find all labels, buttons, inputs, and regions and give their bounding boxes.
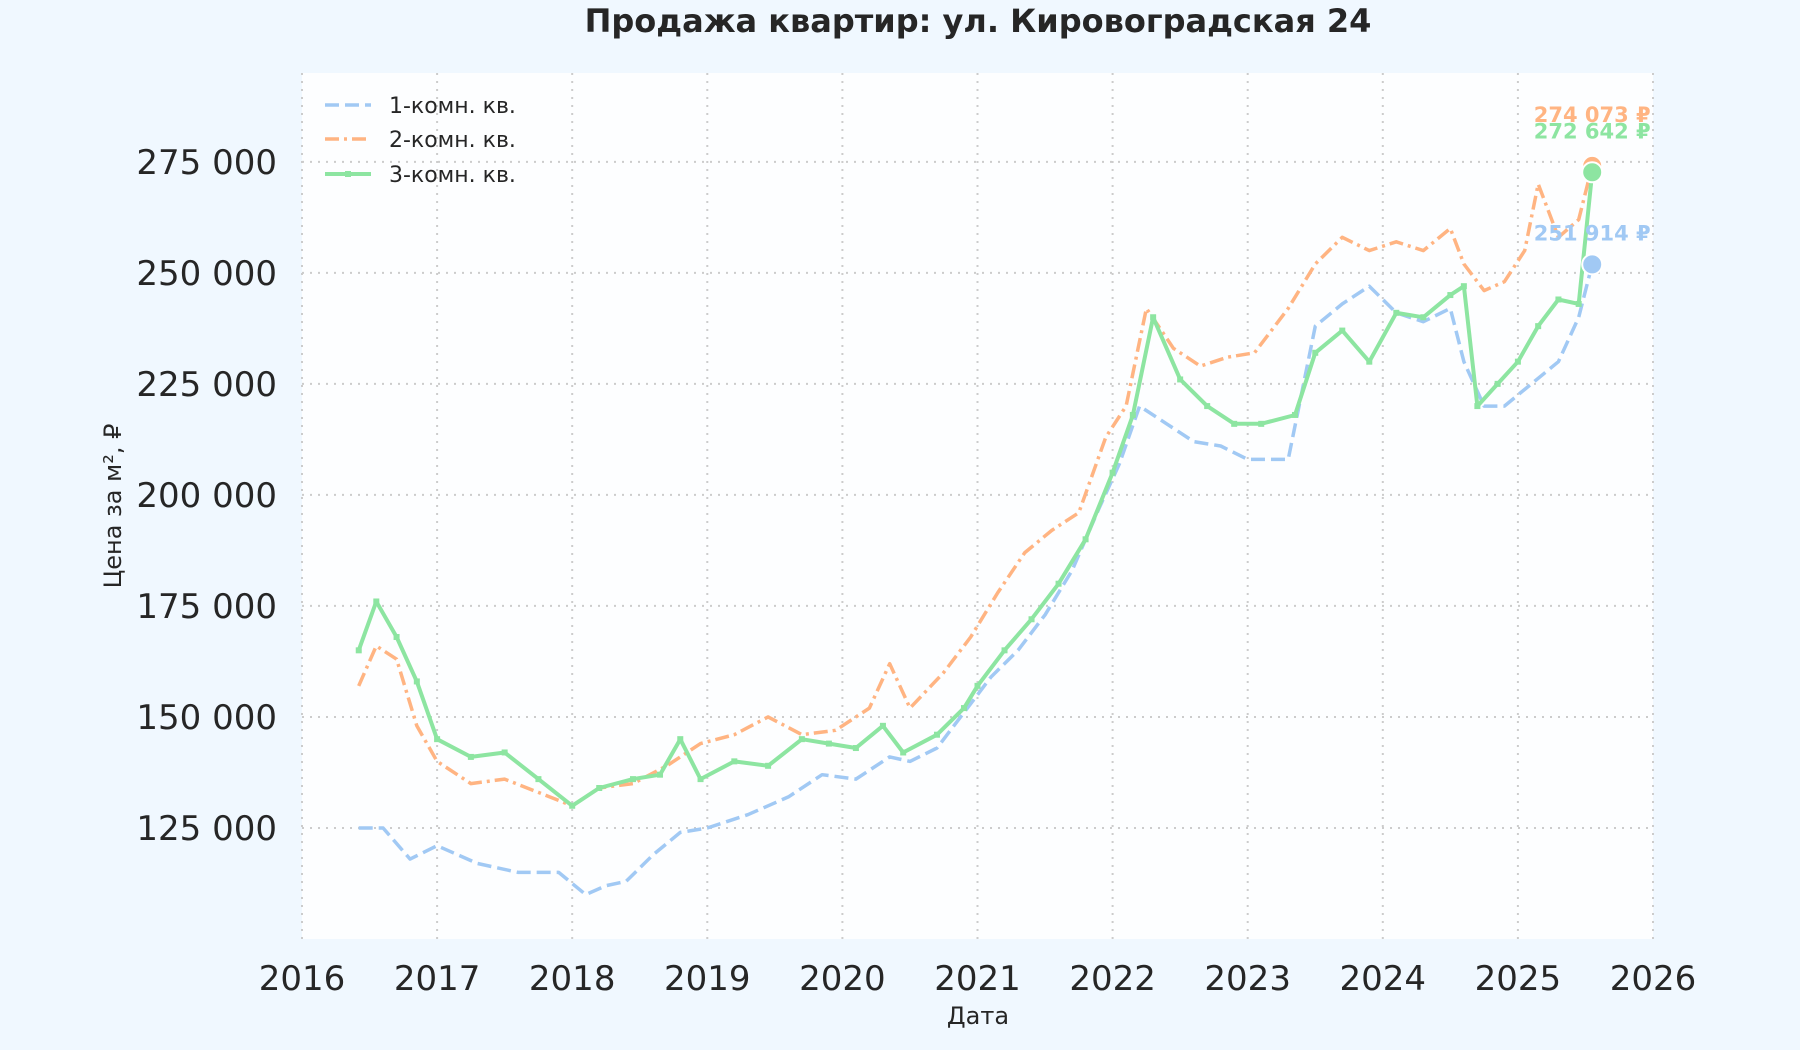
series-3-point (1420, 314, 1427, 321)
series-3-point (355, 647, 362, 654)
series-3-point (1460, 283, 1467, 290)
series-3-point (1028, 616, 1035, 623)
series-line-1 (358, 263, 1594, 897)
y-tick-label: 225 000 (136, 365, 277, 405)
y-tick-label: 250 000 (136, 254, 277, 294)
end-value-label-3: 272 642 ₽ (1534, 119, 1651, 143)
x-tick-label: 2021 (934, 959, 1021, 999)
series-3-point (373, 598, 380, 605)
legend-label-1: 1-комн. кв. (389, 94, 516, 119)
series-3-point (765, 762, 772, 769)
series-3-point (1312, 349, 1319, 356)
series-3-point (1366, 358, 1373, 365)
x-tick-label: 2026 (1610, 959, 1697, 999)
series-3-point (1291, 411, 1298, 418)
series-3-point (731, 758, 738, 765)
series-3-point (1447, 292, 1454, 299)
series-3-point (1055, 580, 1062, 587)
series-3-point (852, 745, 859, 752)
series-3-point (900, 749, 907, 756)
series-3-point (1258, 420, 1265, 427)
x-tick-label: 2024 (1340, 959, 1427, 999)
series-line-3 (356, 172, 1595, 808)
end-value-label-2: 274 073 ₽ (1534, 103, 1651, 127)
series-3-point (434, 736, 441, 743)
x-axis-label: Дата (947, 1002, 1009, 1030)
legend-label-2: 2-комн. кв. (389, 128, 516, 153)
series-3-point (1204, 403, 1211, 410)
series-3-point (1474, 403, 1481, 410)
legend: 1-комн. кв. 2-комн. кв. 3-комн. кв. (325, 94, 516, 188)
end-markers: 251 914 ₽ 274 073 ₽272 642 ₽ (1534, 103, 1651, 276)
series-line-2 (357, 165, 1594, 808)
series-3-point (1001, 647, 1008, 654)
series-3-point (1494, 380, 1501, 387)
series-3-point (798, 736, 805, 743)
x-tick-label: 2016 (259, 959, 346, 999)
y-tick-label: 125 000 (136, 809, 277, 849)
series-3-point (974, 682, 981, 689)
series-3-point (501, 749, 508, 756)
y-tick-label: 200 000 (136, 476, 277, 516)
end-value-label-1: 251 914 ₽ (1534, 221, 1651, 245)
series-3-point (467, 753, 474, 760)
series-3-point (697, 776, 704, 783)
y-tick-label: 150 000 (136, 698, 277, 738)
x-tick-label: 2018 (529, 959, 616, 999)
series-3-point (1339, 327, 1346, 334)
series-3-point (1393, 309, 1400, 316)
y-tick-label: 275 000 (136, 143, 277, 183)
legend-marker-3 (345, 171, 351, 177)
series-3-point (413, 678, 420, 685)
x-tick-label: 2025 (1475, 959, 1562, 999)
chart-title: Продажа квартир: ул. Кировоградская 24 (585, 2, 1372, 40)
series-3-point (1109, 469, 1116, 476)
series-3-point (960, 705, 967, 712)
series-3-point (1231, 420, 1238, 427)
x-tick-label: 2020 (799, 959, 886, 999)
x-axis-ticks: 2016 2017 2018 2019 2020 2021 2022 2023 2024 2025… (259, 959, 1697, 999)
series-3-point (677, 736, 684, 743)
end-marker-3 (1581, 161, 1604, 184)
series-3-point (1150, 314, 1157, 321)
series-3-point (657, 771, 664, 778)
series-layer (355, 165, 1596, 897)
x-tick-label: 2023 (1204, 959, 1291, 999)
x-tick-label: 2019 (664, 959, 751, 999)
y-axis-ticks: 125 000 150 000 175 000 200 000 225 000 250 0… (136, 143, 277, 849)
series-3-point (1082, 536, 1089, 543)
series-3-point (933, 731, 940, 738)
series-3-point (535, 776, 542, 783)
y-axis-label: Цена за м², ₽ (99, 424, 127, 589)
series-3-point (1177, 376, 1184, 383)
x-tick-label: 2017 (394, 959, 481, 999)
legend-label-3: 3-комн. кв. (389, 163, 516, 188)
series-3-point (1535, 323, 1542, 330)
series-3-point (1514, 358, 1521, 365)
series-3-point (1555, 296, 1562, 303)
end-marker-1 (1581, 253, 1604, 276)
series-3-point (1575, 300, 1582, 307)
series-3-point (825, 740, 832, 747)
y-tick-label: 175 000 (136, 587, 277, 627)
grid (301, 73, 1654, 939)
series-3-point (596, 785, 603, 792)
series-3-point (629, 776, 636, 783)
series-3-point (879, 722, 886, 729)
x-tick-label: 2022 (1069, 959, 1156, 999)
series-3-point (569, 802, 576, 809)
series-3-point (1129, 411, 1136, 418)
series-3-point (393, 634, 400, 641)
